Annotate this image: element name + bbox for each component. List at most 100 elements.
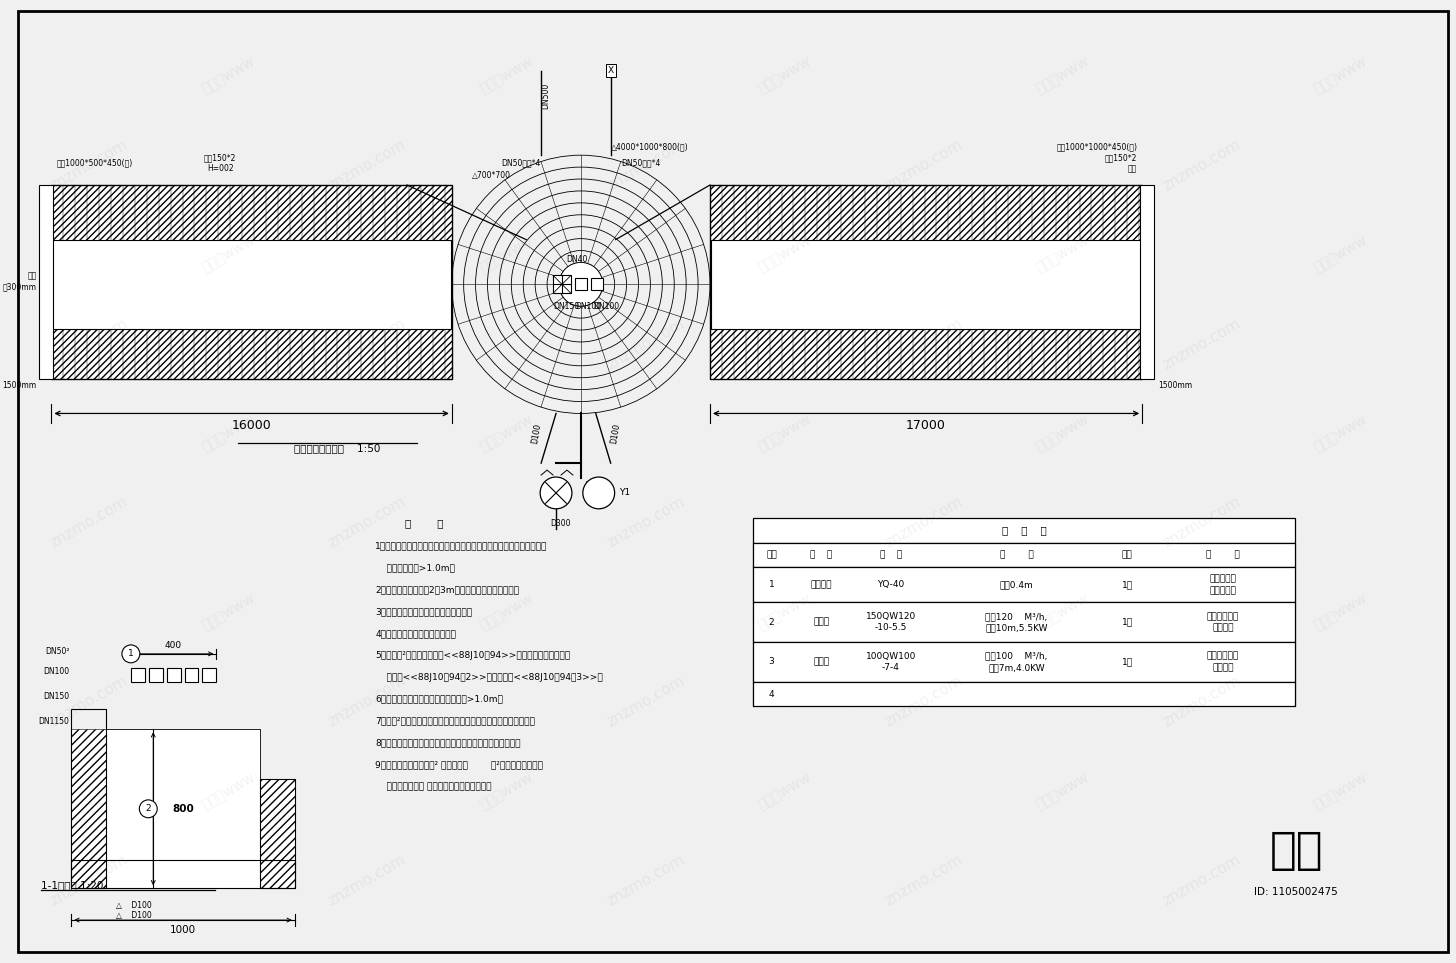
Text: 粗粒150*2
正压: 粗粒150*2 正压 bbox=[1105, 153, 1137, 173]
Text: 7．进水²箱从穿池壁至检查并用水钢铸管，检查井后为混凝土管＼: 7．进水²箱从穿池壁至检查并用水钢铸管，检查井后为混凝土管＼ bbox=[376, 716, 536, 725]
Bar bbox=[753, 602, 1294, 642]
Text: 型    号: 型 号 bbox=[879, 551, 901, 560]
Bar bbox=[1140, 185, 1155, 378]
Text: 流槽
宽300mm: 流槽 宽300mm bbox=[3, 272, 36, 292]
Text: znzmo.com: znzmo.com bbox=[882, 137, 965, 194]
Bar bbox=[711, 185, 1142, 240]
Text: znzmo.com: znzmo.com bbox=[604, 137, 687, 194]
Text: YQ-40: YQ-40 bbox=[877, 581, 904, 589]
Text: D300: D300 bbox=[550, 519, 571, 528]
Text: X: X bbox=[607, 66, 614, 75]
Text: 知末网www: 知末网www bbox=[478, 591, 536, 633]
Text: DN150: DN150 bbox=[44, 692, 70, 701]
Text: 3．进退管关主管阀门，立管外管螺纹＼: 3．进退管关主管阀门，立管外管螺纹＼ bbox=[376, 607, 472, 616]
Bar bbox=[51, 329, 451, 378]
Text: znzmo.com: znzmo.com bbox=[604, 852, 687, 909]
Text: 2: 2 bbox=[146, 804, 151, 814]
Bar bbox=[149, 667, 163, 682]
Text: 名    称: 名 称 bbox=[810, 551, 833, 560]
Text: 知末网www: 知末网www bbox=[1034, 591, 1092, 633]
Text: znzmo.com: znzmo.com bbox=[326, 852, 409, 909]
Text: DN150: DN150 bbox=[553, 302, 579, 311]
Text: 备        注: 备 注 bbox=[1206, 551, 1241, 560]
Text: △    D100: △ D100 bbox=[116, 911, 151, 920]
Text: DN100: DN100 bbox=[575, 302, 601, 311]
Text: 1: 1 bbox=[769, 581, 775, 589]
Text: 知末网www: 知末网www bbox=[199, 412, 258, 455]
Text: 17000: 17000 bbox=[906, 420, 946, 432]
Text: 1-1剖面图 1:20: 1-1剖面图 1:20 bbox=[41, 880, 103, 890]
Bar bbox=[753, 518, 1294, 542]
Text: 2．循环管道变坡间距2～3m，直管段不少于两个支墩＼: 2．循环管道变坡间距2～3m，直管段不少于两个支墩＼ bbox=[376, 586, 520, 594]
Text: znzmo.com: znzmo.com bbox=[326, 137, 409, 194]
Text: 北京市朝阳
喷泉设备厂: 北京市朝阳 喷泉设备厂 bbox=[1210, 575, 1236, 595]
Text: 知末网www: 知末网www bbox=[1034, 412, 1092, 455]
Text: 射程0.4m: 射程0.4m bbox=[1000, 581, 1034, 589]
Text: 1500mm: 1500mm bbox=[3, 380, 36, 390]
Text: 资    备    表: 资 备 表 bbox=[1002, 525, 1047, 535]
Text: 知末网www: 知末网www bbox=[1312, 55, 1370, 96]
Circle shape bbox=[559, 263, 603, 306]
Text: ID: 1105002475: ID: 1105002475 bbox=[1254, 887, 1338, 898]
Text: DN100: DN100 bbox=[44, 667, 70, 676]
Bar bbox=[711, 329, 1142, 378]
Text: znzmo.com: znzmo.com bbox=[326, 316, 409, 373]
Text: 知末网www: 知末网www bbox=[1312, 770, 1370, 812]
Text: 涌泉喷头: 涌泉喷头 bbox=[811, 581, 831, 589]
Text: 知末网www: 知末网www bbox=[478, 55, 536, 96]
Text: 150QW120
-10-5.5: 150QW120 -10-5.5 bbox=[866, 612, 916, 632]
Text: 江苏亚大泵业
集团公司: 江苏亚大泵业 集团公司 bbox=[1207, 612, 1239, 632]
Text: 800: 800 bbox=[172, 804, 194, 814]
Bar bbox=[71, 861, 294, 888]
Text: 8．考虑刻筋资料提，循环管及导池过滤套管可选用不锈钢管: 8．考虑刻筋资料提，循环管及导池过滤套管可选用不锈钢管 bbox=[376, 739, 521, 747]
Text: △4000*1000*800(钢): △4000*1000*800(钢) bbox=[610, 143, 689, 152]
Text: 知末网www: 知末网www bbox=[1034, 234, 1092, 275]
Text: znzmo.com: znzmo.com bbox=[882, 316, 965, 373]
Text: 1: 1 bbox=[128, 649, 134, 659]
Text: 知末网www: 知末网www bbox=[199, 591, 258, 633]
Text: 3: 3 bbox=[769, 658, 775, 666]
Text: znzmo.com: znzmo.com bbox=[1160, 316, 1243, 373]
Circle shape bbox=[582, 477, 614, 508]
Text: znzmo.com: znzmo.com bbox=[1160, 137, 1243, 194]
Text: 知末网www: 知末网www bbox=[1312, 591, 1370, 633]
Text: 知末网www: 知末网www bbox=[1034, 55, 1092, 96]
Bar bbox=[202, 667, 217, 682]
Text: 溢水口<<88J10－94－2>>，进水口咦<<88J10－94－3>>＼: 溢水口<<88J10－94－2>>，进水口咦<<88J10－94－3>>＼ bbox=[376, 673, 603, 682]
Bar bbox=[261, 779, 294, 888]
Text: 流量100    M³/h,
扬程7m,4.0KW: 流量100 M³/h, 扬程7m,4.0KW bbox=[986, 652, 1048, 672]
Text: 400: 400 bbox=[165, 640, 182, 650]
Text: znzmo.com: znzmo.com bbox=[48, 316, 131, 373]
Text: znzmo.com: znzmo.com bbox=[882, 673, 965, 730]
Text: DN500: DN500 bbox=[542, 83, 550, 109]
Text: 说        明: 说 明 bbox=[405, 518, 444, 528]
Bar bbox=[753, 642, 1294, 682]
Text: 过滤管道埋深>1.0m＼: 过滤管道埋深>1.0m＼ bbox=[376, 563, 456, 572]
Text: 粗粒1000*1000*450(钢): 粗粒1000*1000*450(钢) bbox=[1056, 143, 1137, 152]
Text: 数量: 数量 bbox=[1121, 551, 1133, 560]
Text: 1000: 1000 bbox=[170, 925, 197, 935]
Text: D100: D100 bbox=[530, 423, 543, 444]
Bar bbox=[51, 185, 451, 240]
Text: 混凝土管做法说 通道基疏，排带砂浆接口＼: 混凝土管做法说 通道基疏，排带砂浆接口＼ bbox=[376, 782, 492, 791]
Text: znzmo.com: znzmo.com bbox=[1160, 673, 1243, 730]
Text: znzmo.com: znzmo.com bbox=[48, 673, 131, 730]
Text: 知末网www: 知末网www bbox=[756, 412, 814, 455]
Text: znzmo.com: znzmo.com bbox=[48, 852, 131, 909]
Text: 知末网www: 知末网www bbox=[199, 770, 258, 812]
Text: 知末网www: 知末网www bbox=[1312, 412, 1370, 455]
Bar bbox=[71, 729, 106, 888]
Text: 1台: 1台 bbox=[1121, 617, 1133, 627]
Text: 潜水泵: 潜水泵 bbox=[814, 617, 830, 627]
Bar bbox=[591, 278, 603, 290]
Text: 知末网www: 知末网www bbox=[199, 234, 258, 275]
Text: znzmo.com: znzmo.com bbox=[326, 494, 409, 551]
Text: 粗粒1000*500*450(钢): 粗粒1000*500*450(钢) bbox=[57, 159, 132, 168]
Text: znzmo.com: znzmo.com bbox=[604, 673, 687, 730]
Text: 知末网www: 知末网www bbox=[478, 770, 536, 812]
Text: znzmo.com: znzmo.com bbox=[604, 316, 687, 373]
Text: 16000: 16000 bbox=[232, 420, 271, 432]
Text: 5．溢水口²溢水口做法详见<<88J10－94>>，上水采用浮球控制＼: 5．溢水口²溢水口做法详见<<88J10－94>>，上水采用浮球控制＼ bbox=[376, 651, 571, 660]
Text: 知末网www: 知末网www bbox=[478, 412, 536, 455]
Text: 知末: 知末 bbox=[1270, 829, 1324, 872]
